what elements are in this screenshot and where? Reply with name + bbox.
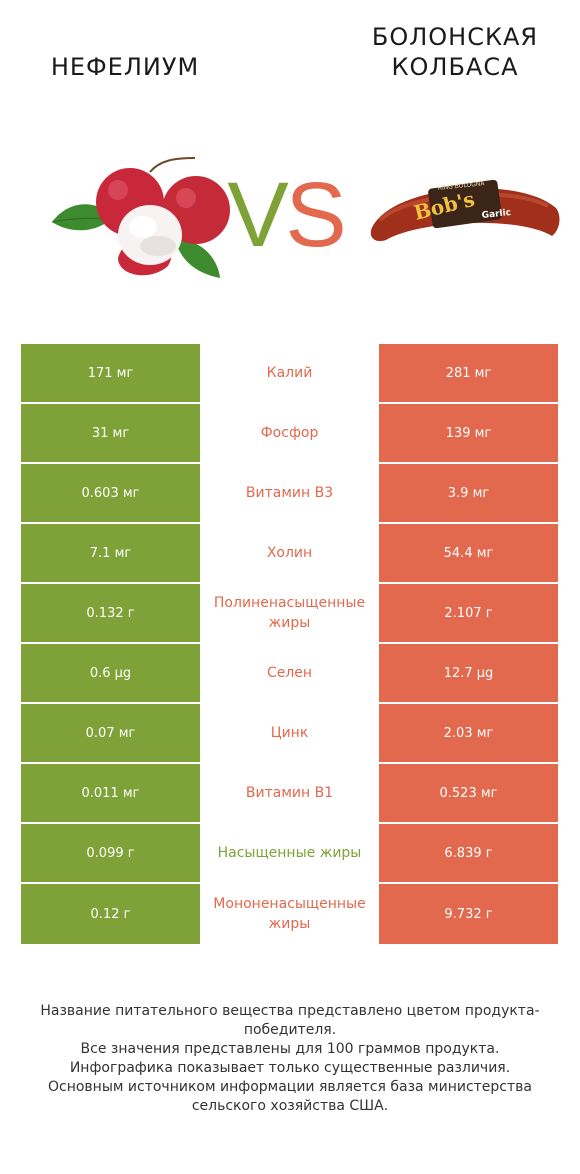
nutrient-name: Фосфор: [200, 404, 379, 462]
table-row: 0.603 мг Витамин B3 3.9 мг: [21, 464, 558, 524]
left-value: 0.099 г: [21, 824, 200, 882]
left-value: 0.011 мг: [21, 764, 200, 822]
nutrient-name: Полиненасыщенные жиры: [200, 584, 379, 642]
row-separator: [21, 762, 558, 764]
footer-note-4: Основным источником информации является …: [48, 1079, 532, 1114]
sausage-band-text: RING BOLOGNA: [437, 180, 485, 192]
table-row: 0.12 г Мононенасыщенные жиры 9.732 г: [21, 884, 558, 944]
left-value: 31 мг: [21, 404, 200, 462]
nutrient-name: Витамин B3: [200, 464, 379, 522]
product-left-title-text: нефелиум: [50, 53, 200, 81]
row-separator: [21, 822, 558, 824]
table-row: 171 мг Калий 281 мг: [21, 344, 558, 404]
footer-note-2: Все значения представлены для 100 граммо…: [80, 1041, 500, 1057]
nutrient-name: Насыщенные жиры: [200, 824, 379, 882]
row-separator: [21, 462, 558, 464]
hero-illustration: V S Bob's RING BOLOGNA Garlic: [51, 157, 560, 278]
table-row: 0.011 мг Витамин B1 0.523 мг: [21, 764, 558, 824]
left-value: 0.6 µg: [21, 644, 200, 702]
nutrient-name: Витамин B1: [200, 764, 379, 822]
right-value: 6.839 г: [379, 824, 558, 882]
row-separator: [21, 642, 558, 644]
product-left-title: нефелиум: [0, 52, 250, 82]
left-value: 0.12 г: [21, 884, 200, 944]
left-value: 0.603 мг: [21, 464, 200, 522]
nutrient-name: Калий: [200, 344, 379, 402]
right-value: 2.107 г: [379, 584, 558, 642]
sausage-flavor-text: Garlic: [481, 208, 511, 221]
right-value: 281 мг: [379, 344, 558, 402]
table-row: 0.099 г Насыщенные жиры 6.839 г: [21, 824, 558, 884]
table-row: 0.6 µg Селен 12.7 µg: [21, 644, 558, 704]
table-row: 0.132 г Полиненасыщенные жиры 2.107 г: [21, 584, 558, 644]
footer-note-3: Инфографика показывает только существенн…: [69, 1060, 511, 1076]
left-value: 171 мг: [21, 344, 200, 402]
row-separator: [21, 522, 558, 524]
product-right-title-line2: колбаса: [391, 53, 519, 81]
row-separator: [21, 882, 558, 884]
vs-letter-s: S: [285, 164, 346, 266]
right-value: 139 мг: [379, 404, 558, 462]
footer-notes: Название питательного вещества представл…: [20, 1002, 560, 1116]
nutrient-name: Холин: [200, 524, 379, 582]
row-separator: [21, 402, 558, 404]
nutrient-name: Цинк: [200, 704, 379, 762]
left-value: 0.07 мг: [21, 704, 200, 762]
product-right-title-line1: болонская: [371, 23, 539, 51]
lychee-image: [51, 157, 230, 278]
right-value: 3.9 мг: [379, 464, 558, 522]
right-value: 9.732 г: [379, 884, 558, 944]
sausage-image: Bob's RING BOLOGNA Garlic: [370, 179, 560, 242]
nutrient-name: Мононенасыщенные жиры: [200, 884, 379, 944]
nutrient-name: Селен: [200, 644, 379, 702]
right-value: 0.523 мг: [379, 764, 558, 822]
right-value: 54.4 мг: [379, 524, 558, 582]
comparison-table: 171 мг Калий 281 мг 31 мг Фосфор 139 мг 0.603 …: [21, 344, 558, 944]
right-value: 12.7 µg: [379, 644, 558, 702]
table-row: 31 мг Фосфор 139 мг: [21, 404, 558, 464]
row-separator: [21, 582, 558, 584]
table-row: 0.07 мг Цинк 2.03 мг: [21, 704, 558, 764]
right-value: 2.03 мг: [379, 704, 558, 762]
vs-letter-v: V: [227, 164, 288, 266]
left-value: 7.1 мг: [21, 524, 200, 582]
product-right-title: болонская колбаса: [330, 22, 580, 82]
row-separator: [21, 702, 558, 704]
left-value: 0.132 г: [21, 584, 200, 642]
table-row: 7.1 мг Холин 54.4 мг: [21, 524, 558, 584]
footer-note-1: Название питательного вещества представл…: [40, 1003, 540, 1038]
